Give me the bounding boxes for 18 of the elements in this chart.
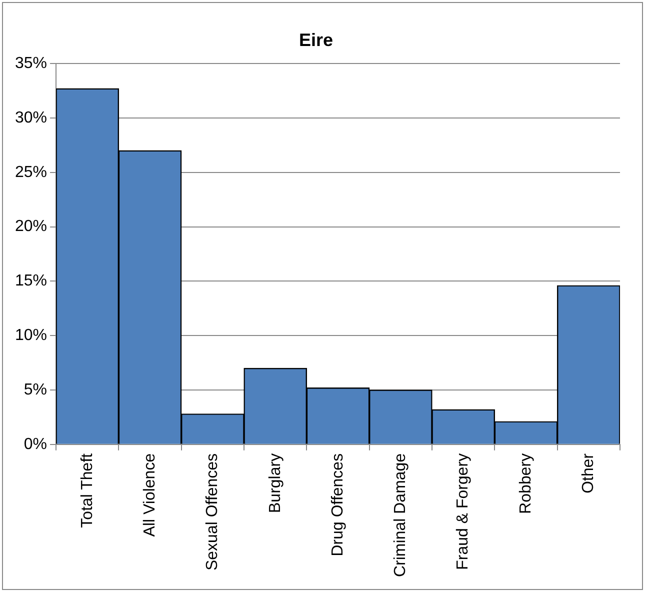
x-tick-label: All Violence [141,453,158,537]
x-tick-label: Fraud & Forgery [454,453,472,570]
x-tick-label: Criminal Damage [392,453,410,577]
x-tick-label: Robbery [517,453,534,514]
y-tick-label: 0% [24,436,48,453]
y-tick-label: 30% [14,109,48,126]
x-tick-label: Total Theft [78,452,96,528]
x-tick-label: Burglary [266,453,284,513]
y-tick-label: 20% [14,218,48,236]
x-tick-label: Other [580,452,598,494]
x-tick-label: Drug Offences [329,453,346,556]
chart-title: Eire [298,30,334,50]
y-tick-label: 5% [24,381,48,398]
x-tick-label: Sexual Offences [204,453,222,571]
y-tick-label: 25% [14,164,48,181]
y-tick-label: 10% [14,327,48,344]
y-tick-label: 35% [14,55,48,72]
y-tick-label: 15% [14,272,48,290]
